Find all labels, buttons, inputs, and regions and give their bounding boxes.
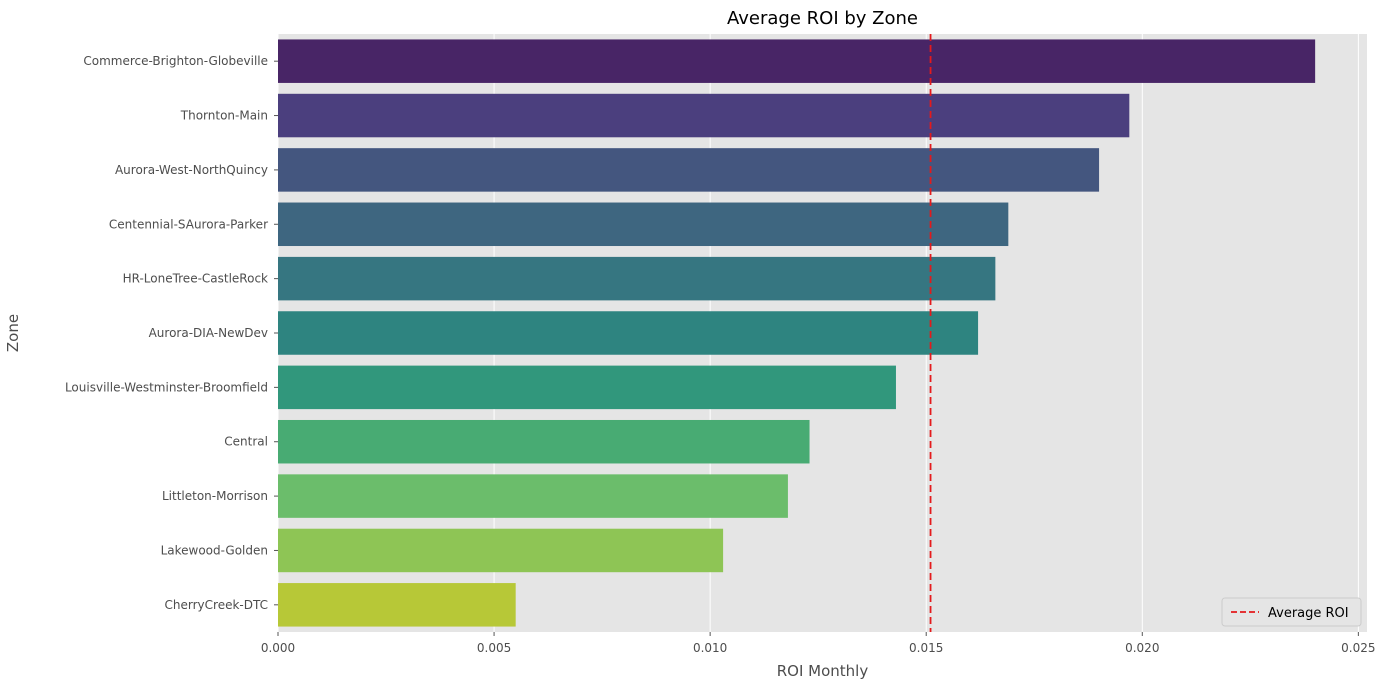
legend-label-average-roi: Average ROI (1268, 606, 1349, 621)
bar-central (278, 419, 810, 464)
y-tick-label: HR-LoneTree-CastleRock (123, 272, 268, 286)
bar-commerce-brighton-globeville (278, 39, 1316, 83)
x-tick-label: 0.000 (261, 641, 295, 655)
y-axis-title: Zone (4, 314, 22, 352)
x-tick-label: 0.005 (477, 641, 511, 655)
y-tick-label: Lakewood-Golden (161, 543, 268, 557)
bar-centennial-saurora-parker (278, 202, 1009, 247)
y-tick-label: Commerce-Brighton-Globeville (83, 54, 268, 68)
y-tick-label: Central (224, 435, 268, 449)
bar-louisville-westminster-broomfield (278, 365, 896, 410)
chart-title: Average ROI by Zone (727, 8, 918, 29)
legend: Average ROI (1221, 597, 1362, 627)
x-axis-title: ROI Monthly (777, 662, 869, 680)
y-tick-label: Littleton-Morrison (162, 489, 268, 503)
bar-cherrycreek-dtc (278, 583, 516, 627)
y-tick-label: Aurora-West-NorthQuincy (115, 163, 268, 177)
bar-lakewood-golden (278, 528, 724, 573)
y-tick-label: Aurora-DIA-NewDev (149, 326, 268, 340)
x-tick-label: 0.020 (1125, 641, 1159, 655)
legend-box (1221, 597, 1362, 627)
y-tick-label: Louisville-Westminster-Broomfield (65, 380, 268, 394)
y-tick-label: CherryCreek-DTC (165, 598, 268, 612)
bar-hr-lonetree-castlerock (278, 256, 996, 301)
bar-thornton-main (278, 93, 1130, 138)
x-tick-label: 0.015 (909, 641, 943, 655)
x-tick-label: 0.010 (693, 641, 727, 655)
y-tick-label: Centennial-SAurora-Parker (109, 217, 268, 231)
x-tick-label: 0.025 (1341, 641, 1375, 655)
y-tick-label: Thornton-Main (180, 109, 268, 123)
bar-aurora-dia-newdev (278, 311, 979, 355)
bar-littleton-morrison (278, 474, 788, 518)
plot-area: 0.000 0.005 0.010 0.015 0.020 0.025 Commerce-B… (65, 34, 1376, 655)
bar-aurora-west-northquincy (278, 148, 1100, 192)
